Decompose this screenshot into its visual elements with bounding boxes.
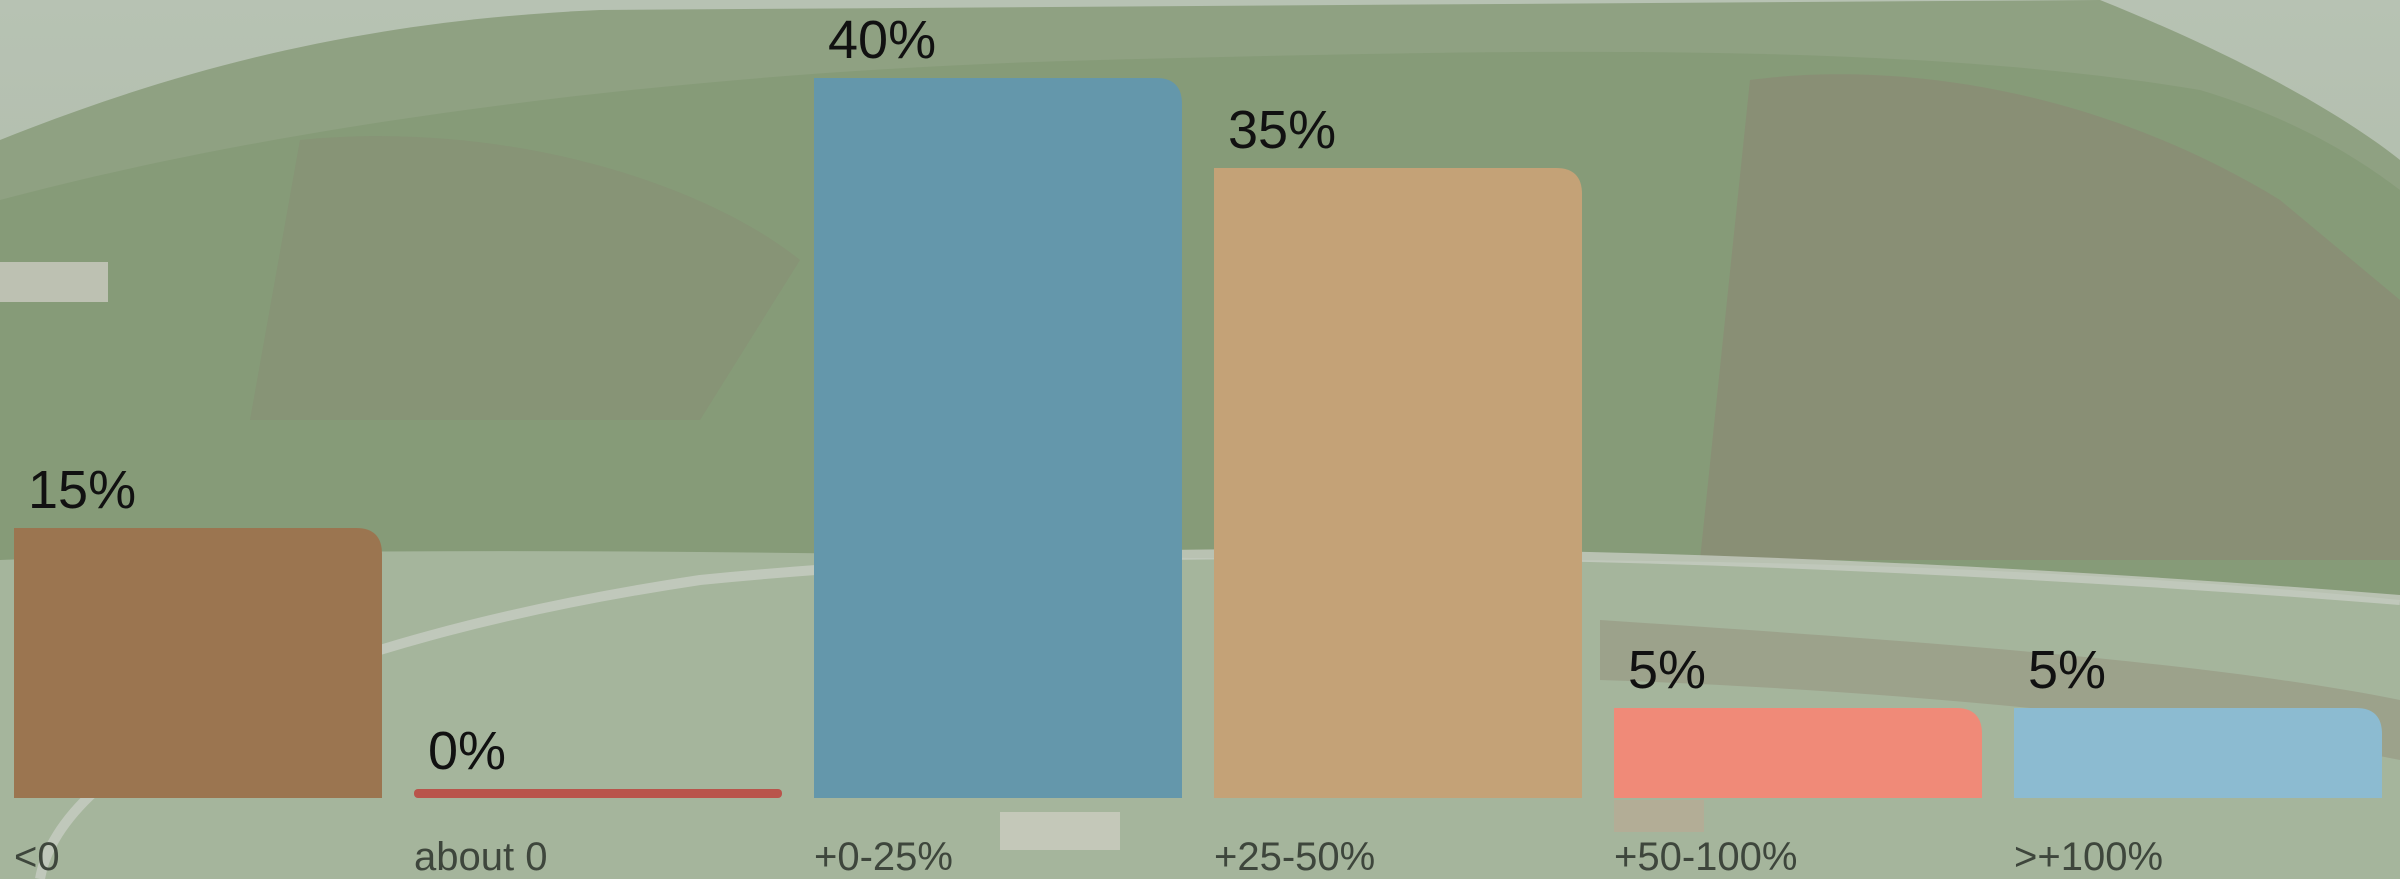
bar-3 xyxy=(1214,168,1582,798)
value-label-5: 5% xyxy=(2028,640,2106,700)
value-label-0: 15% xyxy=(28,460,136,520)
bar-2 xyxy=(814,78,1182,798)
category-label-5: >+100% xyxy=(2014,835,2163,879)
value-label-2: 40% xyxy=(828,10,936,70)
category-label-1: about 0 xyxy=(414,835,547,879)
bar-4 xyxy=(1614,708,1982,798)
bar-1 xyxy=(414,789,782,798)
category-label-4: +50-100% xyxy=(1614,835,1797,879)
value-label-3: 35% xyxy=(1228,100,1336,160)
category-label-2: +0-25% xyxy=(814,835,953,879)
category-label-3: +25-50% xyxy=(1214,835,1375,879)
value-label-4: 5% xyxy=(1628,640,1706,700)
value-label-1: 0% xyxy=(428,721,506,781)
bar-0 xyxy=(14,528,382,798)
bar-5 xyxy=(2014,708,2382,798)
category-label-0: <0 xyxy=(14,835,60,879)
